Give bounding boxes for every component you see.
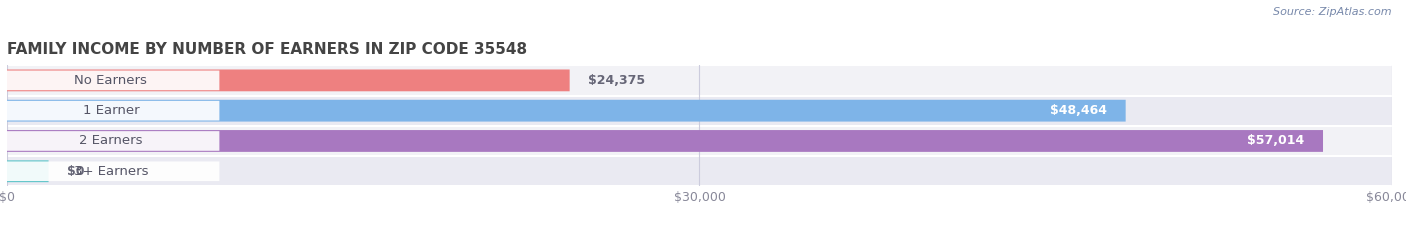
Bar: [7, 65, 1392, 96]
FancyBboxPatch shape: [7, 100, 1126, 122]
Bar: [7, 126, 1392, 156]
FancyBboxPatch shape: [7, 69, 569, 91]
Text: $24,375: $24,375: [588, 74, 645, 87]
Text: $48,464: $48,464: [1050, 104, 1107, 117]
FancyBboxPatch shape: [7, 130, 1323, 152]
Bar: [7, 96, 1392, 126]
Text: 1 Earner: 1 Earner: [83, 104, 139, 117]
FancyBboxPatch shape: [0, 131, 219, 151]
Text: 2 Earners: 2 Earners: [79, 134, 142, 147]
FancyBboxPatch shape: [0, 71, 219, 90]
Bar: [7, 156, 1392, 186]
FancyBboxPatch shape: [0, 161, 219, 181]
Text: $57,014: $57,014: [1247, 134, 1305, 147]
Text: 3+ Earners: 3+ Earners: [73, 165, 148, 178]
FancyBboxPatch shape: [7, 160, 49, 182]
Text: $0: $0: [67, 165, 84, 178]
Text: Source: ZipAtlas.com: Source: ZipAtlas.com: [1274, 7, 1392, 17]
Text: FAMILY INCOME BY NUMBER OF EARNERS IN ZIP CODE 35548: FAMILY INCOME BY NUMBER OF EARNERS IN ZI…: [7, 42, 527, 57]
FancyBboxPatch shape: [0, 101, 219, 120]
Text: No Earners: No Earners: [75, 74, 148, 87]
